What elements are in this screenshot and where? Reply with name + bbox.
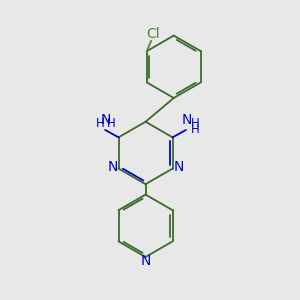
Text: N: N — [182, 112, 192, 127]
Text: H: H — [190, 118, 199, 130]
Text: Cl: Cl — [146, 27, 160, 41]
Text: H: H — [107, 117, 116, 130]
Text: N: N — [107, 160, 118, 174]
Text: H: H — [190, 123, 199, 136]
Text: N: N — [140, 254, 151, 268]
Text: H: H — [95, 117, 104, 130]
Text: N: N — [173, 160, 184, 174]
Text: N: N — [100, 112, 111, 127]
